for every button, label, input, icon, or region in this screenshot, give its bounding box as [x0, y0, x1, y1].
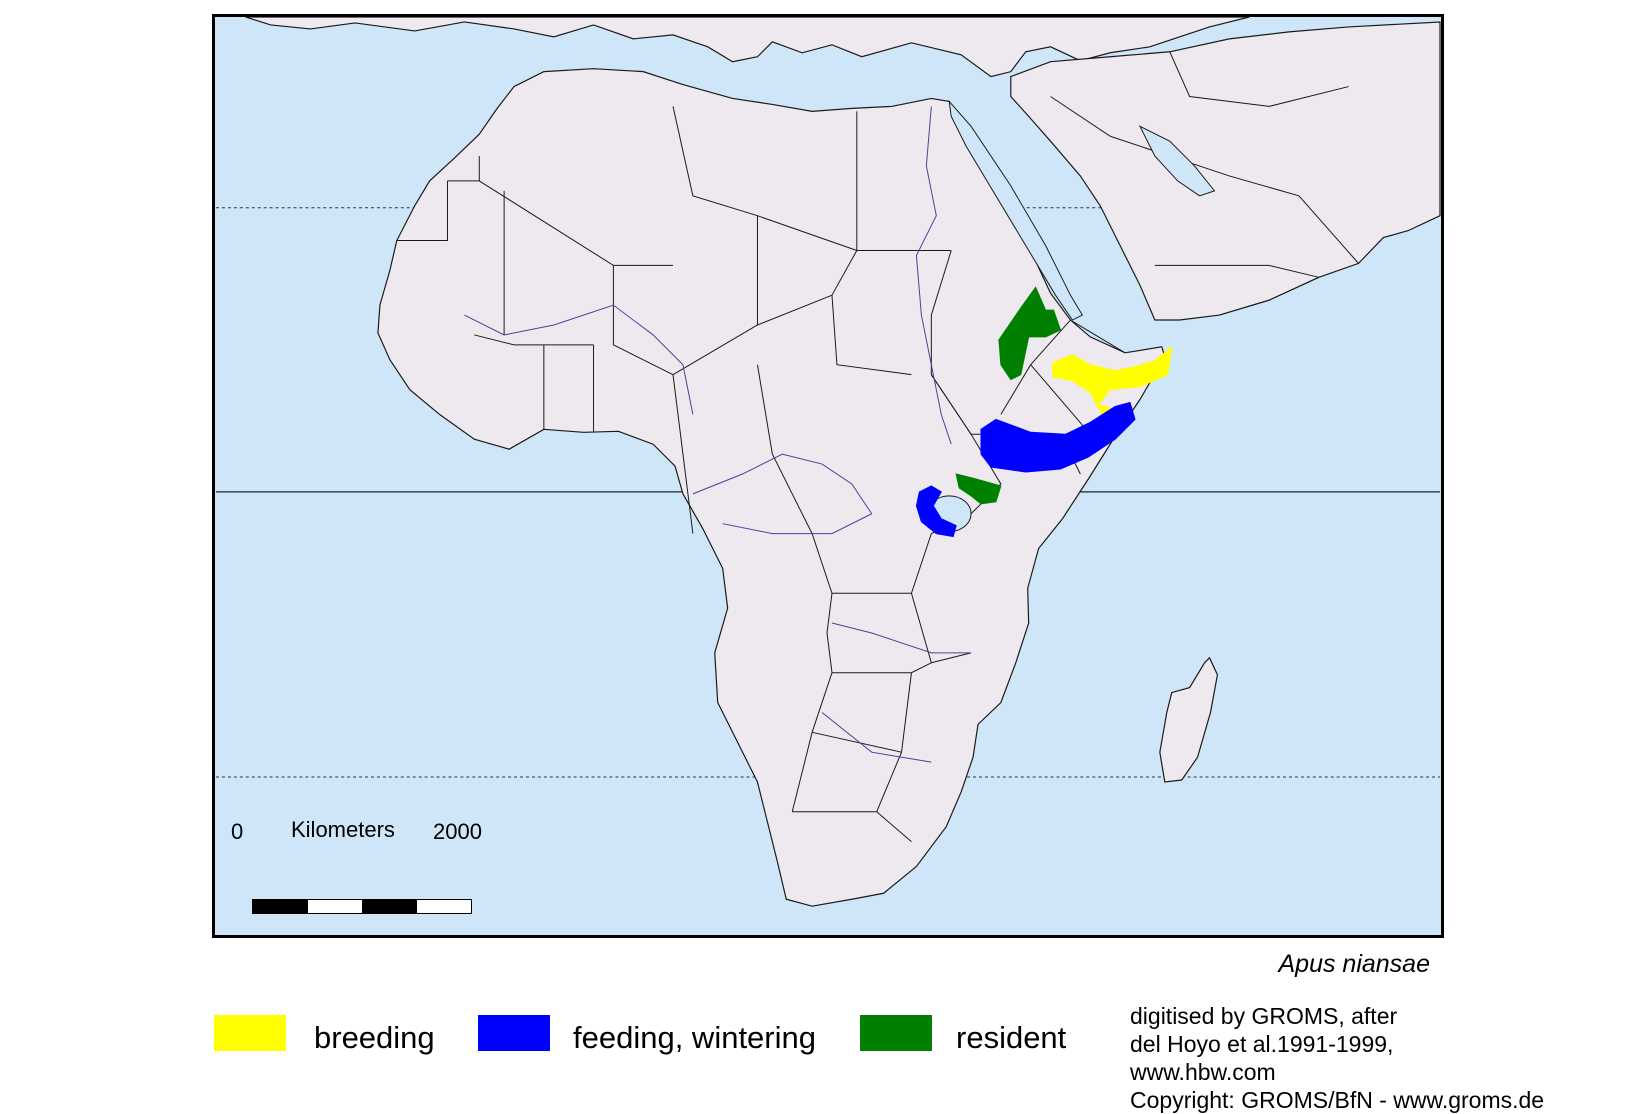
map-frame: 0 Kilometers 2000: [212, 14, 1444, 938]
persian-gulf: [1138, 125, 1216, 197]
resident-range-ethiopia: [998, 286, 1062, 381]
arabia-landmass: [1010, 21, 1441, 321]
credit-line: www.hbw.com: [1130, 1059, 1276, 1085]
rivers: [464, 106, 972, 763]
scale-end-label: 2000: [433, 819, 482, 844]
range-map: [216, 17, 1441, 907]
legend-label-resident: resident: [956, 1020, 1067, 1055]
breeding-range-somalia: [1052, 345, 1173, 418]
scale-unit-label: Kilometers: [291, 817, 395, 842]
resident-range-kenya: [955, 473, 1002, 505]
feeding-range-lake-victoria: [915, 485, 957, 538]
species-name: Apus niansae: [1278, 950, 1430, 978]
legend-label-breeding: breeding: [314, 1020, 435, 1055]
scale-bar-segment: [416, 900, 471, 913]
credit-block: digitised by GROMS, after del Hoyo et al…: [1130, 1002, 1544, 1114]
legend-swatch-resident: [860, 1015, 932, 1051]
legend-swatch-breeding: [214, 1015, 286, 1051]
scale-bar: [252, 899, 472, 914]
scale-bar-segment: [253, 900, 308, 913]
credit-line: Copyright: GROMS/BfN - www.groms.de: [1130, 1087, 1545, 1113]
credit-line: del Hoyo et al.1991-1999,: [1130, 1031, 1394, 1057]
madagascar-landmass: [1159, 656, 1219, 783]
credit-line: digitised by GROMS, after: [1130, 1003, 1398, 1029]
legend-label-feeding: feeding, wintering: [573, 1020, 816, 1055]
europe-landmass: [245, 17, 1250, 78]
scale-bar-segment: [307, 900, 362, 913]
africa-landmass: [377, 68, 1166, 907]
range-layer: [915, 286, 1173, 538]
red-sea: [948, 99, 1084, 321]
feeding-range-east-africa: [980, 401, 1136, 473]
scale-bar-segment: [362, 900, 417, 913]
scale-start-label: 0: [231, 819, 244, 844]
legend-swatch-feeding: [478, 1015, 550, 1051]
